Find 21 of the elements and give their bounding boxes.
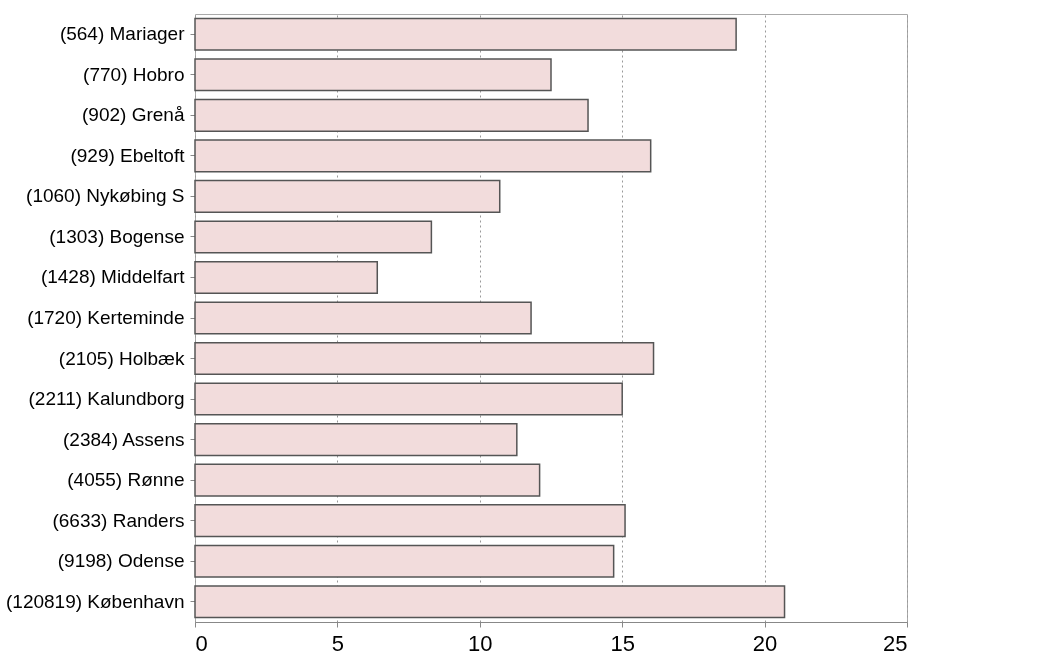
x-tick-label: 15 <box>610 630 635 656</box>
y-tick-label: (1428) Middelfart <box>40 266 186 288</box>
y-tick-label: (120819) København <box>5 590 185 612</box>
y-tick-label: (1303) Bogense <box>49 225 185 247</box>
x-tick-label: 5 <box>331 630 345 656</box>
y-tick-label: (2105) Holbæk <box>58 347 185 369</box>
y-tick-label: (9198) Odense <box>57 550 185 572</box>
x-tick-label: 25 <box>883 630 908 656</box>
x-tick-label: 0 <box>195 630 208 656</box>
y-tick-label: (929) Ebeltoft <box>70 144 186 166</box>
y-tick-label: (4055) Rønne <box>67 469 185 491</box>
x-tick-label: 10 <box>468 630 493 656</box>
y-tick-label: (770) Hobro <box>83 63 185 85</box>
y-tick-label: (2211) Kalundborg <box>28 388 185 410</box>
x-tick-label: 20 <box>752 630 778 656</box>
y-tick-label: (1720) Kerteminde <box>27 307 185 328</box>
y-tick-label: (2384) Assens <box>63 428 185 450</box>
y-tick-label: (564) Mariager <box>59 23 186 45</box>
y-tick-label: (6633) Randers <box>52 509 185 531</box>
y-tick-label: (902) Grenå <box>82 104 185 126</box>
y-tick-label: (1060) Nykøbing S <box>26 185 185 207</box>
